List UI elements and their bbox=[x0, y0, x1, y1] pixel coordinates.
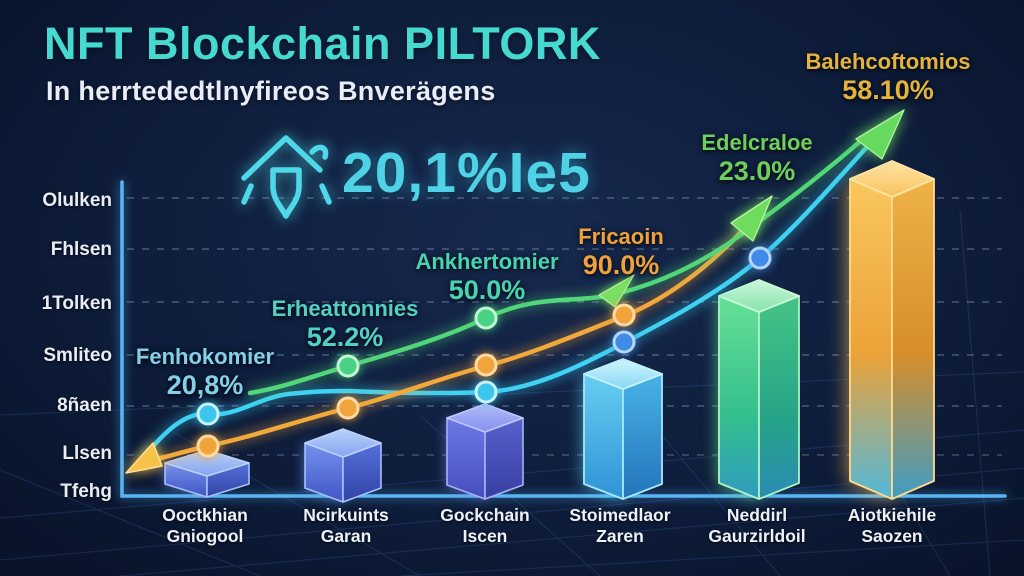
bar-4-right bbox=[622, 373, 663, 500]
annotation-2: Erheattonnies 52.2% bbox=[245, 295, 445, 351]
marker-green bbox=[474, 306, 498, 330]
marker-orange bbox=[612, 303, 636, 327]
x-axis-label-1: Ooctkhian Gniogool bbox=[120, 505, 290, 547]
bar-1-top bbox=[164, 449, 250, 477]
green-arrowhead-top bbox=[855, 109, 905, 160]
x-axis-label-5: Neddirl Gaurzirldoil bbox=[672, 505, 842, 547]
marker-cyan bbox=[196, 402, 220, 426]
x-axis-label-3: Gockchain Iscen bbox=[400, 505, 570, 547]
annotation-name: Fricaoin bbox=[578, 224, 664, 249]
chart-shapes bbox=[120, 109, 1007, 503]
bar-5-right bbox=[758, 295, 800, 500]
x-axis-label-4: Stoimedlaor Zaren bbox=[535, 505, 705, 547]
bar-6-top bbox=[849, 160, 935, 198]
bar-6-right bbox=[891, 178, 935, 500]
annotation-name: Balehcoftomios bbox=[805, 49, 971, 74]
green-arrowhead-mid bbox=[730, 195, 773, 242]
annotation-5: Edelcraloe 23.0% bbox=[657, 129, 857, 185]
marker-blue bbox=[748, 246, 772, 270]
y-axis-label: Smliteo bbox=[43, 345, 112, 366]
x-axis-label-2: Ncirkuints Garan bbox=[261, 505, 431, 547]
x-label-line1: Aiotkiehile bbox=[847, 505, 937, 525]
bar-5-left bbox=[718, 295, 760, 500]
x-label-line1: Gockchain bbox=[440, 505, 530, 525]
axis bbox=[120, 180, 1007, 498]
x-label-line2: Saozen bbox=[861, 526, 923, 546]
house-shield-icon bbox=[241, 135, 332, 219]
annotation-4: Fricaoin 90.0% bbox=[521, 223, 721, 279]
x-label-line1: Ncirkuints bbox=[303, 505, 389, 525]
x-label-line2: Iscen bbox=[462, 526, 508, 546]
bar-2-top bbox=[304, 428, 382, 458]
bar-5-top bbox=[718, 279, 800, 313]
annotation-value: 90.0% bbox=[582, 250, 660, 280]
annotation-value: 23.0% bbox=[718, 156, 796, 186]
annotation-value: 50.0% bbox=[448, 275, 526, 305]
y-axis-label: Olulken bbox=[42, 190, 112, 211]
marker-green bbox=[336, 354, 360, 378]
annotation-6: Balehcoftomios 58.10% bbox=[783, 48, 993, 104]
annotation-3: Ankhertomier 50.0% bbox=[387, 248, 587, 304]
annotation-value: 58.10% bbox=[842, 75, 934, 105]
x-label-line1: Ooctkhian bbox=[162, 505, 248, 525]
x-label-line2: Gaurzirldoil bbox=[708, 526, 806, 546]
annotation-name: Ankhertomier bbox=[415, 249, 559, 274]
annotation-name: Erheattonnies bbox=[271, 296, 419, 321]
highlight-value: 20,1%Ie5 bbox=[342, 141, 591, 205]
marker-cyan bbox=[474, 380, 498, 404]
annotation-value: 20,8% bbox=[166, 370, 244, 400]
bar-4-top bbox=[583, 358, 663, 390]
marker-blue bbox=[612, 330, 636, 354]
marker-orange bbox=[196, 434, 220, 458]
bar-4-left bbox=[583, 373, 624, 500]
y-axis-label: Fhlsen bbox=[50, 239, 112, 260]
green-arrowhead-small bbox=[598, 274, 635, 308]
orange-arrowhead bbox=[125, 442, 163, 474]
y-axis-label: 1Tolken bbox=[41, 293, 112, 314]
y-axis-label: 8ñaen bbox=[57, 395, 112, 416]
marker-orange bbox=[336, 396, 360, 420]
marker-orange bbox=[474, 353, 498, 377]
x-label-line2: Gniogool bbox=[166, 526, 244, 546]
annotation-name: Fenhokomier bbox=[135, 344, 275, 369]
y-axis-label: Tfehg bbox=[60, 481, 112, 502]
x-label-line2: Garan bbox=[320, 526, 372, 546]
x-label-line1: Stoimedlaor bbox=[569, 505, 671, 525]
annotation-1: Fenhokomier 20,8% bbox=[105, 343, 305, 399]
page-title: NFT Blockchain PILTORK bbox=[44, 18, 601, 69]
x-label-line2: Zaren bbox=[596, 526, 644, 546]
annotation-value: 52.2% bbox=[306, 322, 384, 352]
annotation-name: Edelcraloe bbox=[701, 130, 813, 155]
bar-6-left bbox=[849, 178, 893, 500]
x-label-line1: Neddirl bbox=[726, 505, 788, 525]
page-subtitle: In herrtededtlnyfireos Bnverägens bbox=[46, 76, 496, 106]
x-axis-label-6: Aiotkiehile Saozen bbox=[807, 505, 977, 547]
bar-3-top bbox=[446, 403, 524, 433]
y-axis-label: Llsen bbox=[62, 443, 112, 464]
